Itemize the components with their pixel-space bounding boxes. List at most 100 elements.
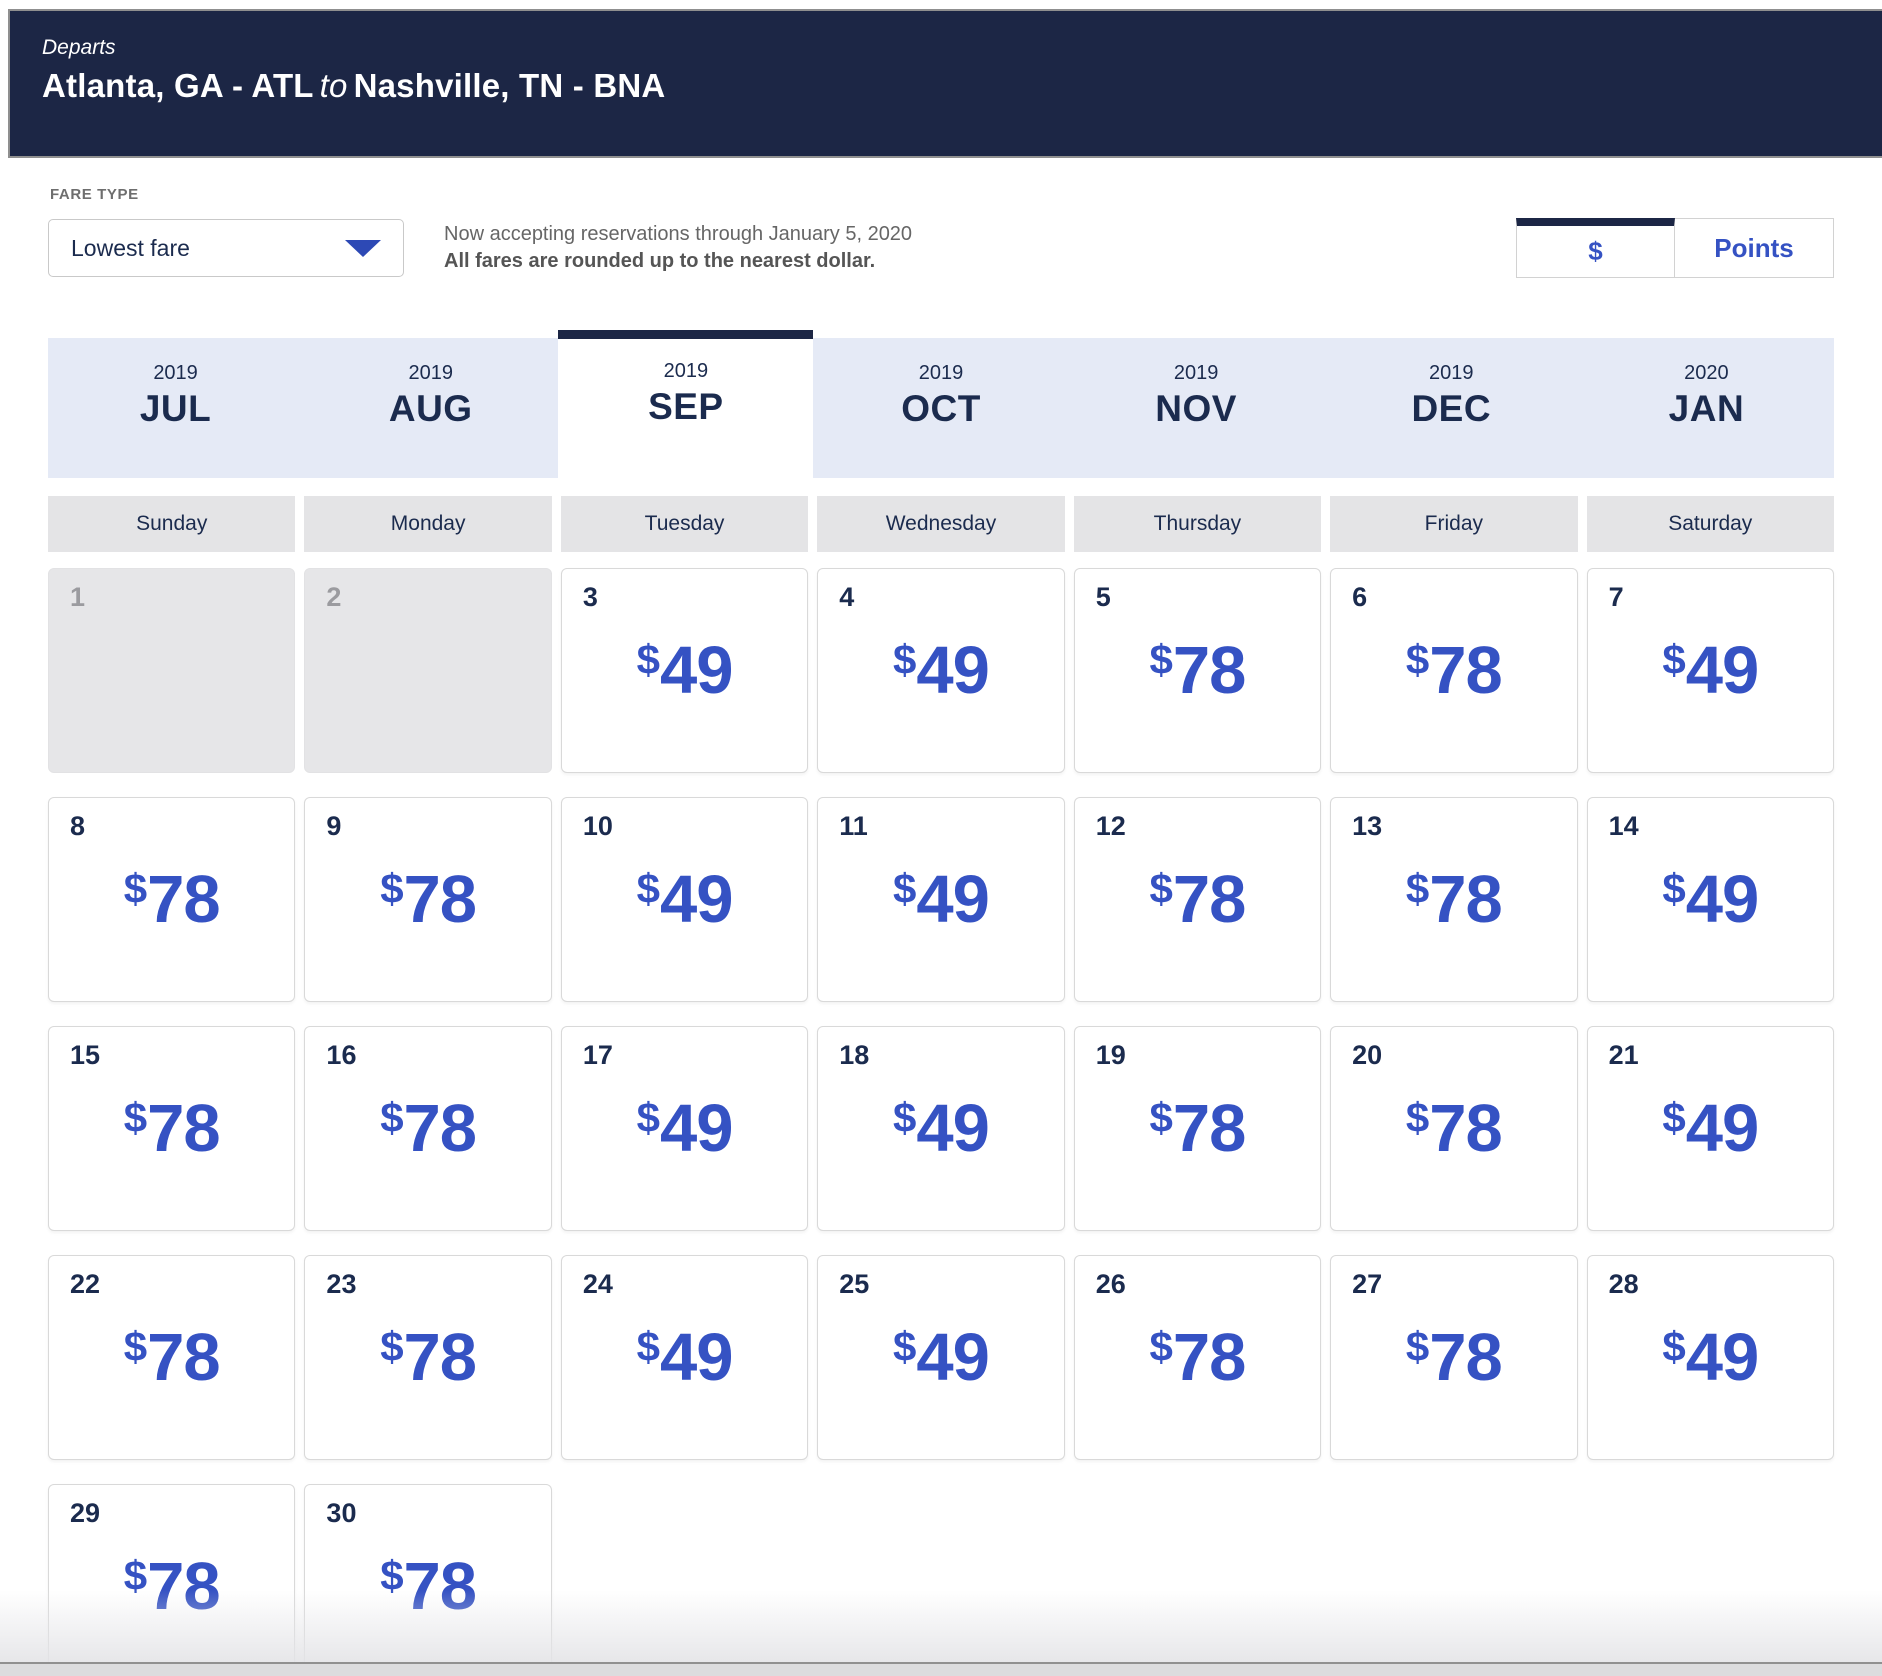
- calendar-day-cell-29[interactable]: 29 $ 78: [48, 1484, 296, 1676]
- calendar-day-cell-23[interactable]: 23 $ 78: [304, 1255, 552, 1460]
- month-tab-year: 2019: [918, 362, 964, 384]
- fare-amount: 78: [1429, 1091, 1503, 1166]
- day-number: 10: [582, 811, 613, 841]
- currency-symbol: $: [636, 1094, 660, 1141]
- currency-symbol: $: [1662, 636, 1686, 683]
- month-tab-sep[interactable]: 2019 SEP: [558, 330, 814, 478]
- calendar-day-cell-26[interactable]: 26 $ 78: [1073, 1255, 1322, 1460]
- fare-price: $ 49: [1588, 1095, 1833, 1162]
- calendar-day-cell-4[interactable]: 4 $ 49: [817, 568, 1065, 773]
- currency-symbol: $: [1405, 865, 1430, 912]
- calendar-day-cell-14[interactable]: 14 $ 49: [1586, 797, 1834, 1002]
- fare-type-label: FARE TYPE: [50, 186, 139, 203]
- calendar-day-cell-7[interactable]: 7 $ 49: [1586, 568, 1834, 773]
- currency-symbol: $: [893, 1323, 917, 1370]
- fare-amount: 49: [1685, 1091, 1760, 1166]
- fare-amount: 78: [147, 1091, 221, 1166]
- weekday-header-row: Sunday Monday Tuesday Wednesday Thursday Frid…: [48, 496, 1834, 552]
- month-tab-jul[interactable]: 2019 JUL: [48, 338, 304, 478]
- toggle-points-tab[interactable]: Points: [1675, 218, 1834, 278]
- currency-symbol: $: [123, 1552, 148, 1599]
- month-tab-month: AUG: [388, 388, 473, 429]
- month-tab-month: JAN: [1668, 388, 1745, 429]
- day-number: 25: [839, 1269, 870, 1299]
- calendar-day-cell-27[interactable]: 27 $ 78: [1330, 1255, 1578, 1460]
- weekday-header-saturday: Saturday: [1586, 496, 1834, 552]
- calendar-day-cell-5[interactable]: 5 $ 78: [1073, 568, 1322, 773]
- calendar-day-cell-11[interactable]: 11 $ 49: [817, 797, 1065, 1002]
- fare-type-selected-value: Lowest fare: [71, 234, 190, 261]
- weekday-header-wednesday: Wednesday: [817, 496, 1065, 552]
- month-tab-aug[interactable]: 2019 AUG: [303, 338, 559, 478]
- calendar-day-cell-8[interactable]: 8 $ 78: [48, 797, 296, 1002]
- fare-amount: 49: [1685, 633, 1760, 708]
- currency-symbol: $: [1662, 1094, 1686, 1141]
- day-number: 23: [326, 1269, 357, 1299]
- calendar-day-cell-13[interactable]: 13 $ 78: [1330, 797, 1578, 1002]
- calendar-day-cell-17[interactable]: 17 $ 49: [560, 1026, 809, 1231]
- month-tab-oct[interactable]: 2019 OCT: [813, 338, 1069, 478]
- toggle-dollar-tab[interactable]: $: [1516, 218, 1675, 278]
- fare-price: $ 49: [818, 637, 1063, 704]
- month-tab-month: NOV: [1155, 388, 1237, 429]
- month-tab-month: DEC: [1411, 388, 1492, 429]
- month-tab-nov[interactable]: 2019 NOV: [1068, 338, 1324, 478]
- fare-price: $ 78: [305, 1324, 550, 1391]
- calendar-day-cell-25[interactable]: 25 $ 49: [817, 1255, 1065, 1460]
- route-header: Departs Atlanta, GA - ATL to Nashville, TN…: [8, 9, 1882, 158]
- day-number: 15: [70, 1040, 101, 1070]
- fare-amount: 78: [1429, 1320, 1503, 1395]
- fare-amount: 49: [1685, 1320, 1760, 1395]
- fare-amount: 78: [403, 1549, 478, 1624]
- day-number: 9: [326, 811, 342, 841]
- calendar-day-cell-18[interactable]: 18 $ 49: [817, 1026, 1065, 1231]
- calendar-day-cell-9[interactable]: 9 $ 78: [304, 797, 552, 1002]
- day-number: 24: [582, 1269, 613, 1299]
- month-tab-month: JUL: [139, 388, 212, 429]
- fare-price: $ 78: [49, 1095, 294, 1162]
- calendar-day-cell-16[interactable]: 16 $ 78: [304, 1026, 552, 1231]
- fare-price: $ 78: [1331, 1324, 1576, 1391]
- fare-amount: 49: [916, 1091, 990, 1166]
- fare-type-dropdown[interactable]: Lowest fare: [48, 219, 404, 277]
- month-tab-year: 2019: [663, 360, 709, 382]
- calendar-day-cell-21[interactable]: 21 $ 49: [1586, 1026, 1834, 1231]
- fare-amount: 49: [916, 633, 990, 708]
- route-title: Atlanta, GA - ATL to Nashville, TN - BNA: [42, 67, 1882, 105]
- calendar-day-cell-20[interactable]: 20 $ 78: [1330, 1026, 1578, 1231]
- weekday-header-monday: Monday: [304, 496, 552, 552]
- fare-amount: 49: [659, 1320, 734, 1395]
- fare-price: $ 49: [1588, 637, 1833, 704]
- calendar-day-cell-22[interactable]: 22 $ 78: [48, 1255, 296, 1460]
- fare-price: $ 49: [562, 866, 807, 933]
- controls-row: Lowest fare Now accepting reservations t…: [48, 218, 1834, 278]
- controls-section: FARE TYPE Lowest fare Now accepting rese…: [48, 186, 1834, 278]
- month-tab-year: 2020: [1684, 362, 1729, 384]
- reservation-notice-line1: Now accepting reservations through Janua…: [444, 223, 913, 245]
- calendar-day-cell-10[interactable]: 10 $ 49: [560, 797, 809, 1002]
- fare-price: $ 78: [1075, 866, 1320, 933]
- month-tab-jan[interactable]: 2020 JAN: [1578, 338, 1834, 478]
- fare-price: $ 78: [1075, 1095, 1320, 1162]
- fare-price: $ 78: [1331, 866, 1576, 933]
- calendar-day-cell-24[interactable]: 24 $ 49: [560, 1255, 809, 1460]
- fare-amount: 78: [147, 1549, 221, 1624]
- calendar-day-cell-28[interactable]: 28 $ 49: [1586, 1255, 1834, 1460]
- calendar-day-cell-19[interactable]: 19 $ 78: [1073, 1026, 1322, 1231]
- fare-amount: 78: [1172, 1091, 1247, 1166]
- day-number: 12: [1095, 811, 1126, 841]
- calendar-day-cell-15[interactable]: 15 $ 78: [48, 1026, 296, 1231]
- currency-toggle: $ Points: [1516, 218, 1834, 278]
- fare-price: $ 78: [49, 1553, 294, 1620]
- month-tab-dec[interactable]: 2019 DEC: [1323, 338, 1579, 478]
- calendar-day-cell-6[interactable]: 6 $ 78: [1330, 568, 1578, 773]
- horizontal-scrollbar[interactable]: [0, 1662, 1882, 1676]
- calendar-day-cell-12[interactable]: 12 $ 78: [1073, 797, 1322, 1002]
- month-tab-year: 2019: [408, 362, 453, 384]
- calendar-day-cell-3[interactable]: 3 $ 49: [560, 568, 809, 773]
- currency-symbol: $: [636, 865, 660, 912]
- currency-symbol: $: [1405, 1094, 1430, 1141]
- calendar-day-cell-30[interactable]: 30 $ 78: [304, 1484, 552, 1676]
- route-destination: Nashville, TN - BNA: [353, 67, 666, 104]
- fare-price: $ 78: [1075, 637, 1320, 704]
